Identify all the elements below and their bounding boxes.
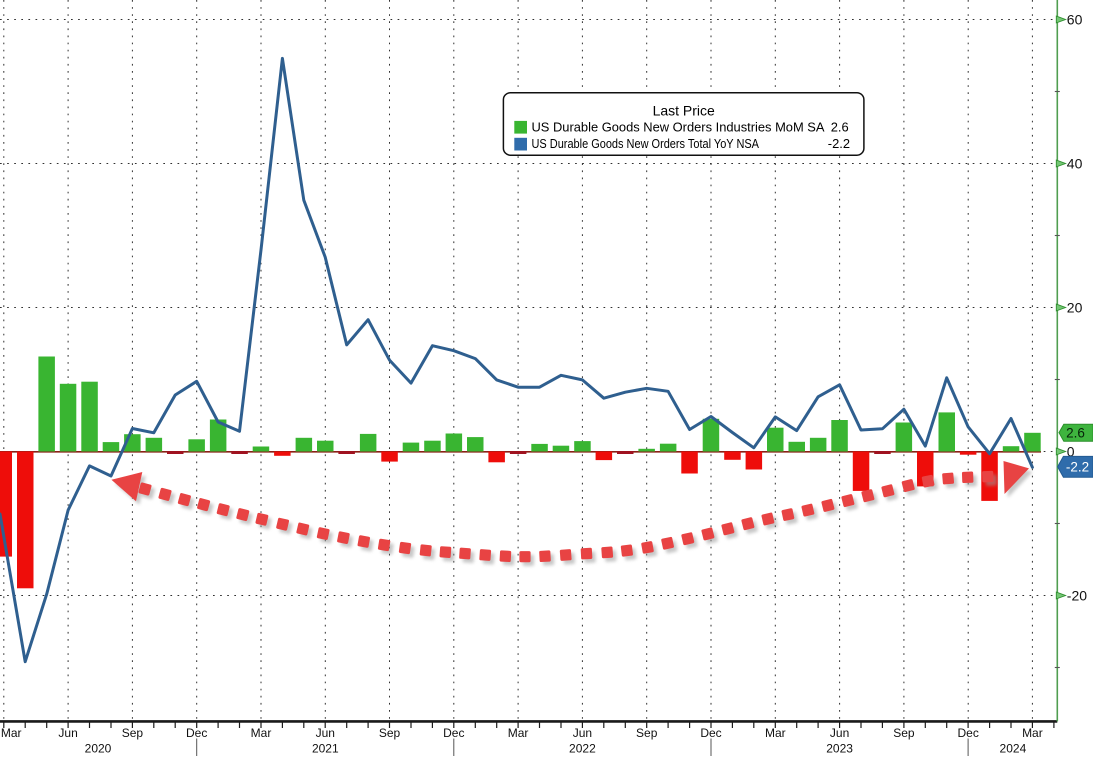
svg-text:2024: 2024 [1000, 741, 1027, 755]
svg-text:Mar: Mar [251, 726, 272, 740]
svg-text:Jun: Jun [58, 726, 77, 740]
svg-text:US Durable Goods New Orders In: US Durable Goods New Orders Industries M… [532, 119, 825, 134]
svg-text:Mar: Mar [1022, 726, 1043, 740]
svg-text:Last Price: Last Price [653, 102, 715, 118]
svg-text:2022: 2022 [569, 741, 596, 755]
svg-text:2021: 2021 [312, 741, 339, 755]
svg-text:Dec: Dec [958, 726, 979, 740]
svg-text:Mar: Mar [508, 726, 529, 740]
svg-text:-2.2: -2.2 [1066, 460, 1089, 475]
svg-text:2020: 2020 [85, 741, 112, 755]
svg-text:US Durable Goods New Orders To: US Durable Goods New Orders Total YoY NS… [532, 136, 760, 151]
svg-text:Jun: Jun [573, 726, 592, 740]
svg-text:0: 0 [1067, 444, 1075, 460]
svg-text:2.6: 2.6 [1066, 425, 1085, 440]
svg-text:20: 20 [1067, 300, 1083, 316]
svg-text:2.6: 2.6 [831, 119, 849, 134]
svg-text:40: 40 [1067, 156, 1083, 172]
svg-text:-2.2: -2.2 [828, 136, 850, 151]
svg-text:Sep: Sep [636, 726, 658, 740]
svg-text:Mar: Mar [765, 726, 786, 740]
svg-text:2023: 2023 [826, 741, 853, 755]
svg-text:Dec: Dec [186, 726, 207, 740]
svg-text:Jun: Jun [830, 726, 849, 740]
svg-text:Sep: Sep [893, 726, 915, 740]
svg-text:Dec: Dec [443, 726, 464, 740]
svg-text:Jun: Jun [316, 726, 335, 740]
svg-text:Sep: Sep [379, 726, 401, 740]
svg-text:-20: -20 [1067, 588, 1087, 604]
svg-text:Dec: Dec [700, 726, 721, 740]
svg-text:Sep: Sep [122, 726, 144, 740]
svg-text:60: 60 [1067, 12, 1083, 28]
svg-text:Mar: Mar [1, 726, 22, 740]
